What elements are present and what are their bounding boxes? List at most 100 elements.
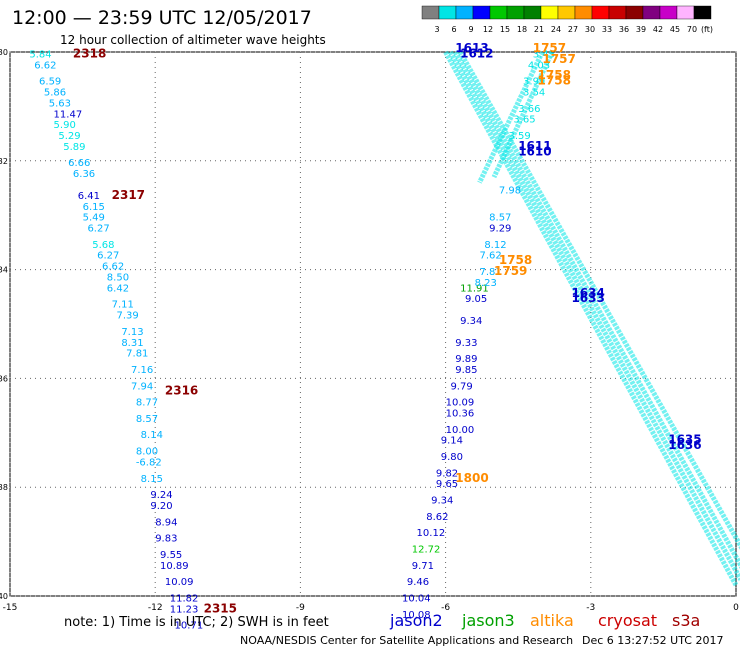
time-label: 1610 [518, 144, 551, 158]
wave-height-point: 10.71 [175, 621, 204, 632]
legend-label: 36 [619, 25, 629, 34]
legend-swatch [659, 5, 678, 20]
wave-height-point: 9.46 [407, 577, 429, 588]
wave-height-point: 7.39 [116, 311, 138, 322]
legend-swatch [625, 5, 644, 20]
legend-label: 9 [468, 25, 473, 34]
x-tick-label: -6 [441, 603, 450, 613]
time-label: 1757 [533, 41, 566, 55]
wave-height-point: 10.12 [417, 528, 446, 539]
time-label: 2316 [165, 384, 198, 398]
wave-height-point: 9.05 [465, 294, 487, 305]
track-line [477, 50, 545, 184]
wave-height-point: 7.81 [479, 267, 501, 278]
x-tick-label: -12 [148, 603, 163, 613]
track-line [448, 50, 740, 581]
wave-height-point: 8.23 [475, 278, 497, 289]
footer-note: note: 1) Time is in UTC; 2) SWH is in fe… [64, 615, 329, 630]
satellite-name: jason3 [461, 611, 515, 630]
time-label: 1611 [518, 139, 551, 153]
y-tick-label: -30 [0, 48, 8, 57]
time-label: 2318 [73, 46, 106, 60]
wave-height-point: 9.14 [441, 436, 463, 447]
wave-height-points: 5.846.626.595.865.6311.475.905.295.896.6… [29, 49, 555, 631]
wave-height-point: 9.65 [436, 479, 458, 490]
wave-height-point: 9.80 [441, 452, 463, 463]
wave-height-point: 9.79 [450, 381, 472, 392]
time-label: 1635 [668, 433, 701, 447]
wave-height-point: 6.62 [102, 262, 124, 273]
wave-height-point: 3.45 [533, 49, 555, 60]
grid [9, 51, 737, 597]
wave-height-point: 8.57 [136, 414, 158, 425]
footer-credit: NOAA/NESDIS Center for Satellite Applica… [240, 634, 573, 647]
legend-swatch [574, 5, 593, 20]
wave-height-point: 9.34 [460, 316, 482, 327]
legend-label: 15 [500, 25, 510, 34]
chart-title: 12:00 — 23:59 UTC 12/05/2017 [12, 7, 312, 29]
time-label: 1636 [668, 438, 701, 452]
time-label: 1758 [538, 68, 571, 82]
footer-timestamp: Dec 6 13:27:52 UTC 2017 [582, 634, 723, 647]
wave-height-point: 6.42 [107, 283, 129, 294]
wave-height-point: -6.82 [136, 457, 162, 468]
wave-height-point: 4.03 [528, 60, 550, 71]
y-tick-label: -38 [0, 483, 8, 492]
wave-height-point: 11.82 [170, 593, 199, 604]
wave-height-point: 11.91 [460, 283, 489, 294]
wave-height-point: 11.47 [54, 109, 83, 120]
wave-height-point: 6.62 [34, 60, 56, 71]
legend-swatch [455, 5, 474, 20]
wave-height-point: 9.34 [431, 496, 453, 507]
legend-swatch [676, 5, 695, 20]
wave-height-point: 8.14 [141, 430, 163, 441]
satellite-name: altika [530, 611, 574, 630]
x-tick-label: -3 [586, 603, 595, 613]
time-label: 1757 [542, 52, 575, 66]
satellite-legend: jason2 jason3 altika cryosat s3a [389, 611, 700, 630]
wave-height-point: 9.55 [160, 550, 182, 561]
wave-height-point: 11.23 [170, 604, 199, 615]
legend-label: 39 [636, 25, 646, 34]
wave-height-point: 9.89 [455, 354, 477, 365]
legend-label: 3 [434, 25, 439, 34]
time-label: 1758 [499, 253, 532, 267]
wave-height-point: 7.62 [479, 251, 501, 262]
time-label: 2317 [112, 188, 145, 202]
legend-swatch [489, 5, 508, 20]
legend-label: 6 [451, 25, 456, 34]
wave-height-point: 9.24 [150, 490, 172, 501]
legend-label: 27 [568, 25, 578, 34]
wave-height-point: 8.12 [484, 240, 506, 251]
legend-swatch [608, 5, 627, 20]
wave-height-point: 3.54 [523, 88, 545, 99]
wave-height-point: 8.94 [155, 517, 177, 528]
wave-height-point: 5.29 [58, 131, 80, 142]
wave-height-point: 9.71 [412, 561, 434, 572]
wave-height-point: 6.59 [39, 77, 61, 88]
y-tick-label: -32 [0, 157, 8, 166]
wave-height-point: 7.13 [121, 327, 143, 338]
wave-height-point: 9.20 [150, 501, 172, 512]
wave-height-point: 10.09 [165, 577, 194, 588]
wave-height-point: 6.27 [87, 224, 109, 235]
x-tick-label: -9 [296, 603, 305, 613]
wave-height-point: 5.63 [49, 98, 71, 109]
track-line [443, 50, 739, 587]
x-tick-label: -15 [3, 603, 18, 613]
wave-height-point: 10.08 [402, 610, 431, 621]
wave-height-point: 8.31 [121, 338, 143, 349]
satellite-name: s3a [672, 611, 700, 630]
wave-height-point: 5.49 [83, 213, 105, 224]
wave-height-point: 10.00 [446, 425, 475, 436]
wave-height-point: 8.50 [107, 272, 129, 283]
y-tick-label: -34 [0, 266, 8, 275]
track-line [491, 50, 555, 179]
legend-label: 30 [585, 25, 595, 34]
legend-label: 42 [653, 25, 663, 34]
satellite-name: jason2 [389, 611, 443, 630]
wave-height-point: 9.29 [489, 224, 511, 235]
wave-height-point: 8.57 [489, 213, 511, 224]
satellite-tracks [443, 50, 740, 587]
